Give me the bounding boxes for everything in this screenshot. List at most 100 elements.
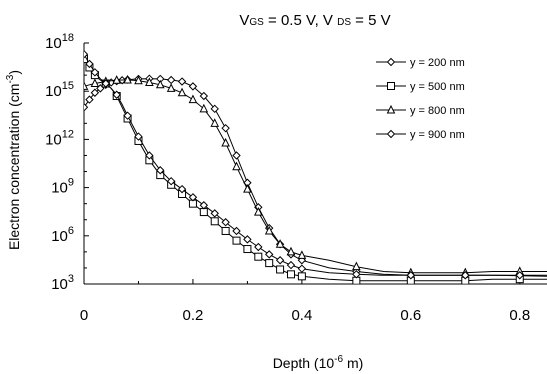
data-point-diamond — [177, 77, 187, 86]
legend-item: y = 200 nm — [376, 57, 465, 69]
series-1 — [84, 74, 547, 280]
data-point-square — [199, 208, 208, 217]
data-point-diamond — [232, 151, 241, 160]
series-line — [84, 79, 547, 274]
data-point-triangle — [84, 81, 89, 90]
data-point-square — [210, 217, 219, 226]
data-point-square — [254, 252, 263, 261]
y-tick-label: 1012 — [45, 128, 74, 148]
data-point-triangle — [177, 87, 187, 97]
data-point-diamond — [264, 250, 274, 259]
axes: 103 106 109 1012 1015 1018 0 0.2 0.4 0.6 0.8 — [45, 32, 547, 324]
data-point-triangle — [297, 250, 307, 259]
data-point-triangle — [275, 239, 285, 248]
data-point-diamond — [123, 111, 132, 120]
data-point-diamond — [386, 57, 396, 67]
data-point-triangle — [188, 94, 198, 104]
data-point-diamond — [84, 103, 89, 112]
data-point-diamond — [406, 271, 416, 280]
data-point-diamond — [199, 201, 209, 210]
data-point-square — [84, 55, 88, 64]
series-line — [84, 78, 547, 277]
series-line — [84, 53, 547, 276]
legend-item: y = 500 nm — [376, 81, 465, 93]
y-tick-label: 1015 — [45, 80, 74, 100]
data-point-diamond — [188, 193, 198, 202]
data-point-triangle — [210, 118, 220, 127]
series-2 — [84, 55, 547, 284]
data-point-square — [265, 259, 274, 268]
legend-item: y = 800 nm — [376, 104, 465, 117]
data-point-triangle — [155, 79, 165, 89]
data-point-triangle — [232, 161, 241, 171]
data-point-triangle — [90, 78, 100, 88]
legend-label: y = 800 nm — [410, 105, 465, 117]
data-point-diamond — [156, 166, 165, 175]
chart-title: VGS = 0.5 V, V DS = 5 V — [239, 12, 390, 29]
data-point-diamond — [286, 260, 296, 270]
data-point-square — [243, 245, 252, 254]
legend-label: y = 900 nm — [410, 129, 465, 141]
series-4 — [84, 50, 547, 280]
data-point-triangle — [386, 104, 396, 114]
data-point-diamond — [177, 184, 187, 194]
x-tick-label: 0.2 — [183, 307, 204, 324]
data-point-triangle — [264, 225, 274, 235]
x-tick-label: 0.6 — [400, 307, 421, 324]
y-tick-label: 106 — [51, 225, 74, 245]
data-point-diamond — [101, 79, 110, 88]
data-point-diamond — [188, 82, 198, 91]
data-point-diamond — [386, 129, 396, 139]
data-point-triangle — [221, 137, 230, 147]
y-tick-label: 103 — [51, 273, 74, 293]
data-point-diamond — [166, 176, 176, 186]
y-tick-label: 109 — [51, 177, 74, 197]
data-point-triangle — [134, 75, 143, 85]
data-point-diamond — [210, 104, 219, 114]
data-point-square — [221, 226, 230, 235]
series-3 — [84, 74, 547, 277]
data-point-square — [286, 270, 295, 279]
data-point-diamond — [352, 270, 361, 279]
data-point-diamond — [275, 256, 285, 265]
legend-label: y = 500 nm — [410, 81, 465, 93]
data-point-triangle — [166, 83, 176, 92]
data-point-triangle — [123, 74, 132, 84]
data-point-diamond — [90, 88, 100, 97]
data-point-diamond — [232, 226, 241, 236]
x-tick-label: 0.8 — [509, 307, 530, 324]
data-point-diamond — [515, 271, 524, 280]
data-point-diamond — [85, 95, 94, 104]
data-point-diamond — [84, 50, 89, 59]
data-point-diamond — [243, 235, 252, 244]
data-point-diamond — [461, 271, 470, 280]
data-point-diamond — [210, 209, 219, 218]
legend: y = 200 nm y = 500 nm y = 800 nm y = 900 nm — [376, 57, 465, 141]
data-point-diamond — [221, 123, 230, 133]
data-point-triangle — [112, 75, 121, 84]
series-line — [84, 58, 547, 282]
y-axis-label: Electron concentration (cm-3) — [5, 70, 22, 250]
data-point-triangle — [352, 261, 361, 271]
data-point-diamond — [254, 242, 263, 252]
data-point-diamond — [221, 218, 230, 227]
x-axis-label: Depth (10-6 m) — [273, 354, 364, 371]
data-point-diamond — [134, 132, 143, 141]
data-point-square — [297, 272, 306, 281]
data-point-diamond — [145, 151, 154, 160]
data-point-square — [276, 265, 285, 274]
data-point-square — [232, 236, 241, 245]
series-layer — [84, 50, 547, 284]
data-point-square — [387, 82, 395, 90]
legend-label: y = 200 nm — [410, 57, 465, 69]
data-point-triangle — [286, 246, 296, 256]
data-point-triangle — [199, 103, 209, 113]
data-point-diamond — [90, 68, 100, 77]
data-point-diamond — [85, 59, 94, 69]
data-point-diamond — [199, 91, 209, 101]
data-point-diamond — [112, 90, 121, 99]
data-point-diamond — [166, 75, 176, 85]
data-point-triangle — [243, 184, 252, 193]
y-tick-label: 1018 — [45, 32, 74, 52]
